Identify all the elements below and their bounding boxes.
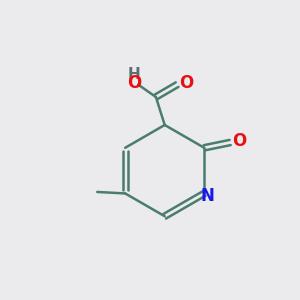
Text: N: N bbox=[200, 187, 214, 205]
Text: O: O bbox=[179, 74, 193, 92]
Text: O: O bbox=[232, 132, 246, 150]
Text: O: O bbox=[128, 74, 142, 92]
Text: H: H bbox=[128, 67, 140, 82]
